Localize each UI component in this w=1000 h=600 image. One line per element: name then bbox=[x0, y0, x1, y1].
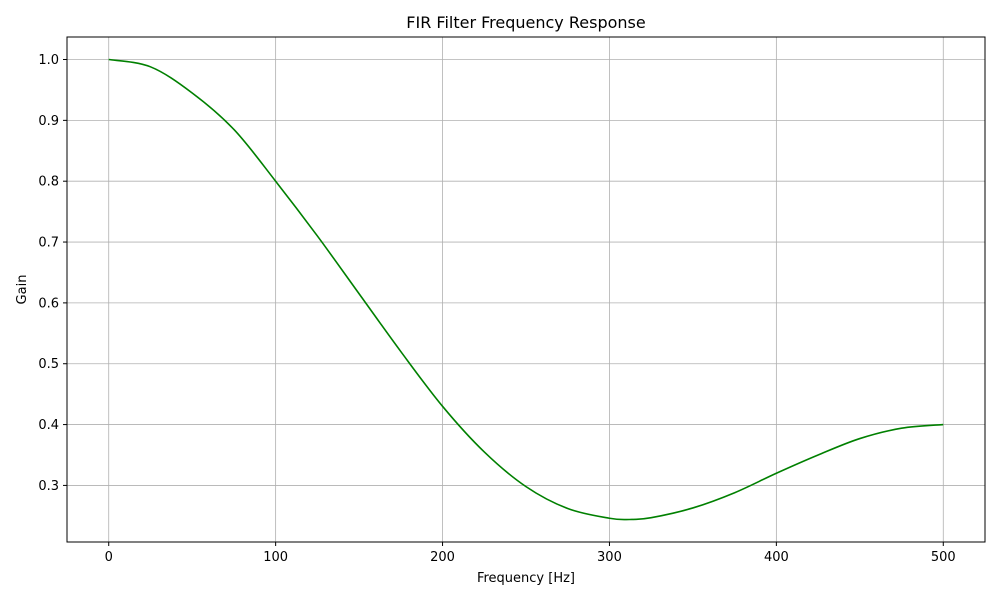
x-axis-title: Frequency [Hz] bbox=[477, 571, 575, 586]
x-tick-label: 200 bbox=[430, 550, 455, 565]
series-layer bbox=[108, 58, 944, 521]
x-tick-label: 100 bbox=[263, 550, 288, 565]
x-tick-label: 300 bbox=[597, 550, 622, 565]
y-tick-label: 0.4 bbox=[38, 418, 59, 433]
gain-series-line bbox=[108, 58, 944, 521]
y-axis-title: Gain bbox=[15, 275, 30, 305]
y-tick-label: 0.8 bbox=[38, 175, 59, 190]
y-tick-label: 0.7 bbox=[38, 236, 59, 251]
y-tick-label: 0.3 bbox=[38, 479, 59, 494]
chart-title: FIR Filter Frequency Response bbox=[406, 13, 645, 32]
x-tick-label: 400 bbox=[764, 550, 789, 565]
grid-layer bbox=[67, 37, 985, 542]
y-tick-label: 0.9 bbox=[38, 114, 59, 129]
y-tick-label: 1.0 bbox=[38, 53, 59, 68]
x-tick-label: 0 bbox=[105, 550, 113, 565]
plot-frame bbox=[66, 36, 986, 543]
y-tick-label: 0.6 bbox=[38, 296, 59, 311]
y-tick-label: 0.5 bbox=[38, 357, 59, 372]
x-tick-label: 500 bbox=[931, 550, 956, 565]
tick-layer: 0 100 200 300 400 500 0.3 0.4 0.5 0.6 0.7 0.8 0.9 1.0 bbox=[38, 53, 955, 565]
